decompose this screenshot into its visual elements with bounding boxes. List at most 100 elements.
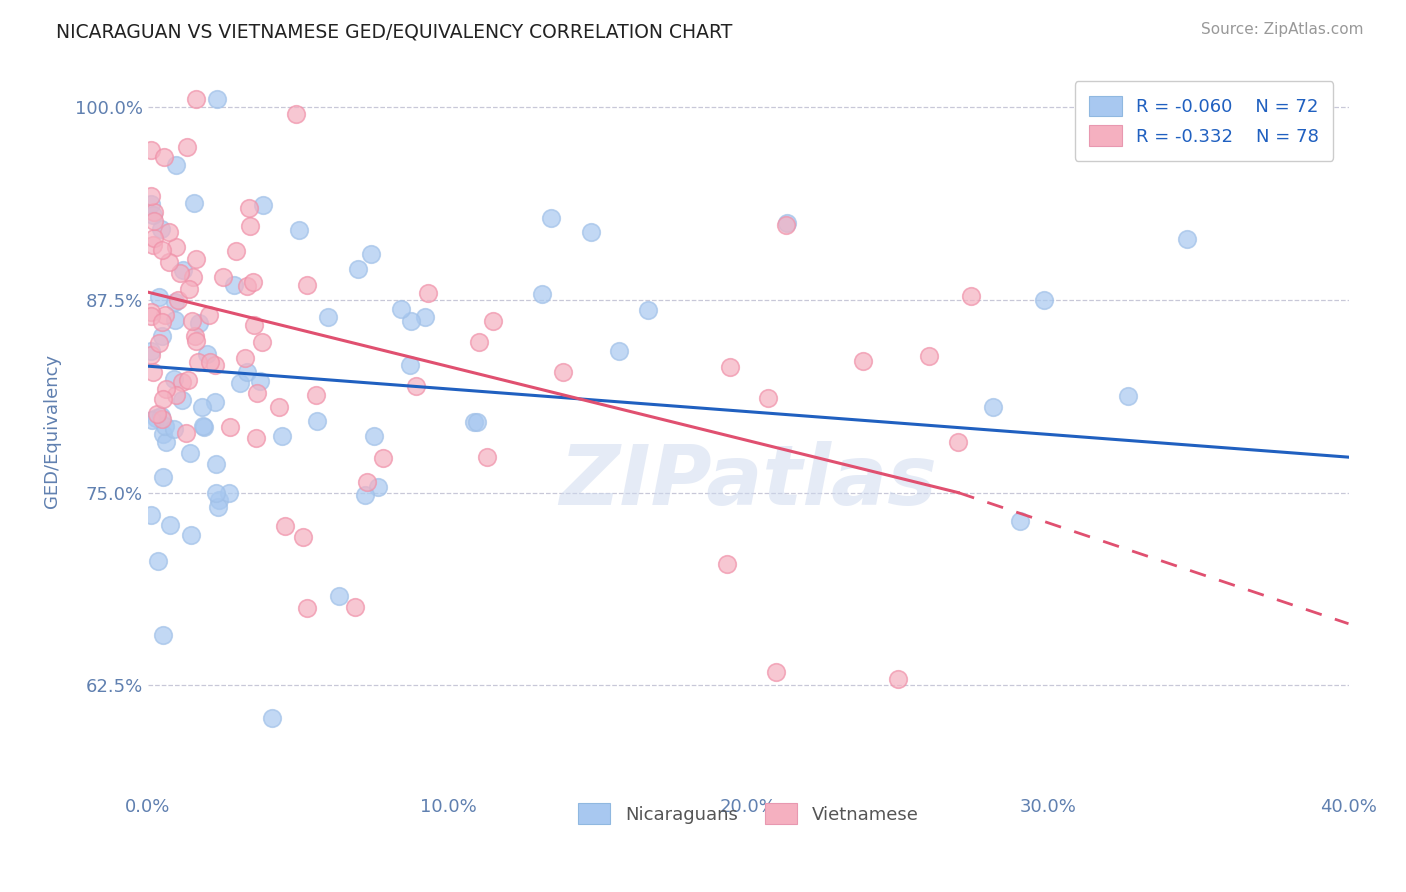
Point [219,420,242,434]
Point [207,500,229,514]
Point [579,225,602,239]
Point [142,205,165,219]
Point [553,365,575,379]
Point [347,262,370,277]
Point [155,383,177,397]
Point [139,309,162,323]
Point [389,301,412,316]
Point [159,517,181,532]
Point [218,485,240,500]
Text: NICARAGUAN VS VIETNAMESE GED/EQUIVALENCY CORRELATION CHART: NICARAGUAN VS VIETNAMESE GED/EQUIVALENCY… [56,22,733,41]
Point [718,359,741,374]
Point [170,375,193,389]
Point [157,254,180,268]
Point [183,196,205,211]
Point [184,92,207,106]
Point [399,358,422,372]
Point [212,269,235,284]
Point [946,435,969,450]
Point [285,106,308,120]
Point [142,213,165,227]
Point [465,415,488,429]
Text: Source: ZipAtlas.com: Source: ZipAtlas.com [1201,22,1364,37]
Point [146,407,169,421]
Point [188,317,211,331]
Point [852,354,875,368]
Point [165,294,187,309]
Point [149,409,172,423]
Point [405,379,427,393]
Point [328,589,350,603]
Point [918,349,941,363]
Point [176,140,198,154]
Point [150,243,173,257]
Point [531,286,554,301]
Point [165,157,187,171]
Point [224,277,246,292]
Point [157,225,180,239]
Point [236,279,259,293]
Point [775,216,797,230]
Point [167,293,190,308]
Point [179,446,201,460]
Point [187,355,209,369]
Point [249,375,271,389]
Point [1175,232,1198,246]
Point [149,222,172,236]
Point [184,329,207,343]
Point [139,144,162,158]
Point [756,392,779,406]
Point [205,486,228,500]
Point [292,530,315,544]
Point [142,365,165,379]
Point [716,558,738,572]
Point [143,231,166,245]
Point [186,252,208,266]
Point [468,334,491,349]
Point [204,395,226,409]
Point [163,372,186,386]
Point [165,388,187,402]
Point [172,393,194,408]
Point [1010,515,1032,529]
Point [148,335,170,350]
Point [165,240,187,254]
Point [607,343,630,358]
Point [198,308,221,322]
Point [295,278,318,293]
Point [152,392,174,407]
Point [141,508,163,522]
Point [208,493,231,508]
Point [205,458,228,472]
Point [252,198,274,212]
Point [180,528,202,542]
Point [269,401,291,415]
Point [242,318,264,332]
Point [305,388,328,402]
Point [139,197,162,211]
Point [191,418,214,433]
Point [152,628,174,642]
Point [152,427,174,442]
Point [155,434,177,449]
Point [177,373,200,387]
Point [260,711,283,725]
Point [238,201,260,215]
Point [305,414,328,428]
Point [245,431,267,445]
Point [252,335,274,350]
Point [765,665,787,680]
Point [418,286,440,301]
Point [246,386,269,401]
Point [172,263,194,277]
Point [169,266,191,280]
Legend: Nicaraguans, Vietnamese: Nicaraguans, Vietnamese [567,792,929,835]
Point [139,348,162,362]
Point [174,425,197,440]
Y-axis label: GED/Equivalency: GED/Equivalency [44,354,60,508]
Point [775,218,797,232]
Point [463,415,485,429]
Point [198,354,221,368]
Point [242,275,264,289]
Point [139,305,162,319]
